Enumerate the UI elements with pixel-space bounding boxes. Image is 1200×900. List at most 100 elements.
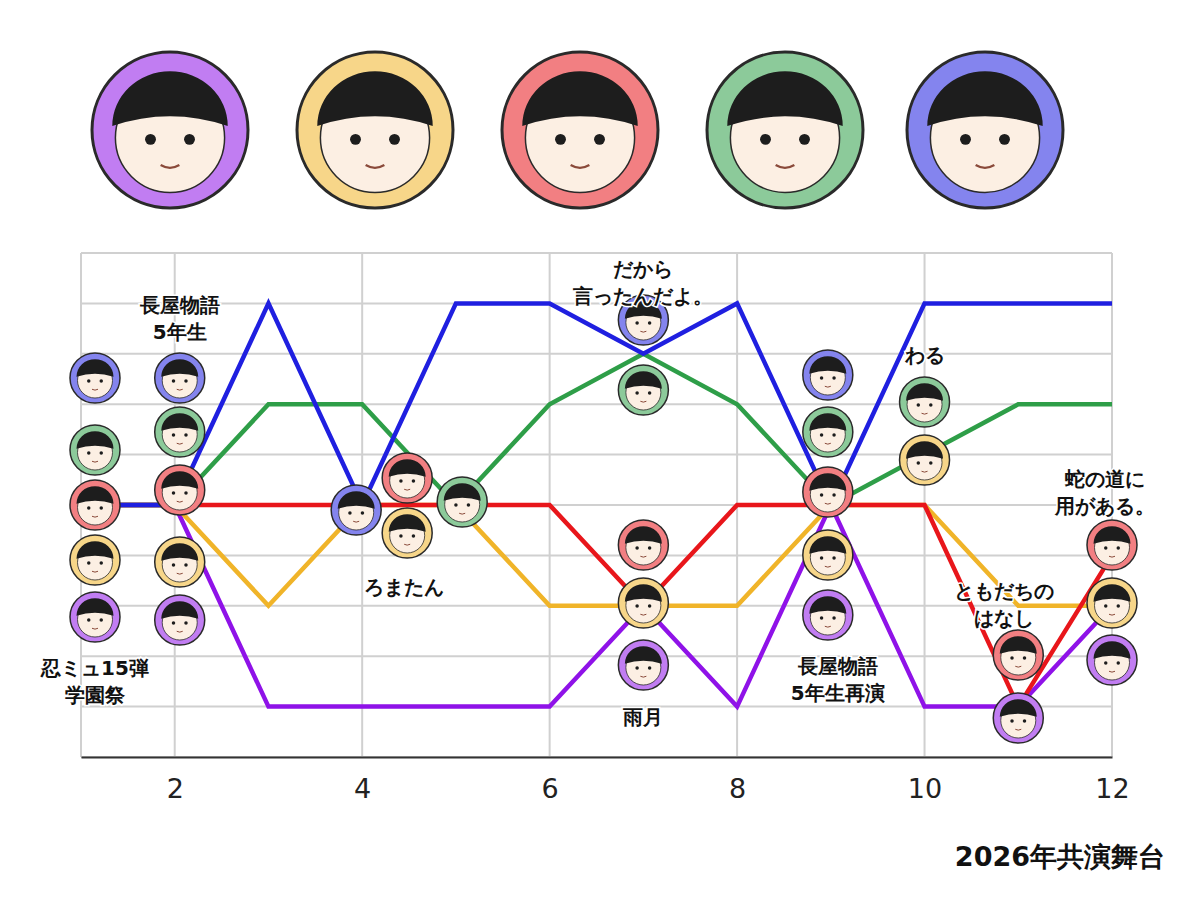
avatar-eye (648, 604, 652, 608)
member-avatar (803, 530, 853, 580)
avatar-mouth (177, 501, 183, 503)
grid-line-y (81, 403, 1112, 405)
chart: 246810122026年共演舞台忍ミュ15弾学園祭長屋物語5年生ろまたんだから… (0, 0, 1200, 900)
avatar-eye (172, 621, 176, 625)
avatar-eye (172, 491, 176, 495)
avatar-mouth (92, 461, 98, 463)
avatar-eye (820, 433, 824, 437)
grid-line-y (81, 252, 1112, 254)
member-avatar (437, 477, 487, 527)
member-avatar (1087, 520, 1137, 570)
annotation-label: 言ったんだよ。 (572, 284, 713, 308)
header-avatar (92, 52, 248, 208)
avatar-hair (161, 543, 198, 561)
avatar-eye (760, 134, 771, 145)
avatar-mouth (825, 386, 831, 388)
avatar-eye (1117, 661, 1121, 665)
avatar-mouth (825, 503, 831, 505)
annotation-label: 5年生 (153, 320, 207, 344)
avatar-ring (907, 52, 1063, 208)
avatar-ring (155, 407, 205, 457)
avatar-mouth (404, 544, 410, 546)
avatar-hair (809, 536, 846, 554)
x-axis-line (82, 757, 1113, 759)
avatar-mouth (366, 165, 385, 168)
avatar-mouth (776, 165, 795, 168)
avatar-mouth (177, 389, 183, 391)
stage-annotation: 蛇の道に用がある。 (1054, 467, 1155, 685)
avatar-hair (625, 584, 662, 602)
avatar-hair (625, 371, 662, 389)
annotation-label: 5年生再演 (791, 681, 885, 705)
avatar-ring (803, 407, 853, 457)
x-axis: 24681012 (82, 757, 1130, 804)
avatar-mouth (459, 513, 465, 515)
avatar-ring (92, 52, 248, 208)
avatar-eye (820, 616, 824, 620)
avatar-hair (77, 431, 114, 449)
avatar-eye (172, 563, 176, 567)
x-tick: 6 (542, 757, 559, 804)
avatar-ring (993, 693, 1043, 743)
avatar-ring (618, 520, 668, 570)
member-avatar (1087, 578, 1137, 628)
avatar-eye (917, 461, 921, 465)
avatar-ring (803, 467, 853, 517)
member-avatar (70, 353, 120, 403)
avatar-ring (900, 435, 950, 485)
avatar-eye (184, 563, 188, 567)
avatar-hair (1000, 636, 1037, 654)
member-avatar (155, 407, 205, 457)
avatar-eye (1023, 656, 1027, 660)
avatar-mouth (92, 389, 98, 391)
avatar-ring (70, 480, 120, 530)
stage-annotation: 雨月 (618, 520, 668, 729)
x-tick: 2 (167, 757, 184, 804)
avatar-eye (350, 134, 361, 145)
avatar-eye (348, 511, 352, 515)
avatar-mouth (571, 165, 590, 168)
x-tick: 12 (1095, 757, 1129, 804)
avatar-eye (635, 666, 639, 670)
avatar-eye (635, 604, 639, 608)
avatar-ring (70, 535, 120, 585)
avatar-eye (1104, 604, 1108, 608)
grid-line-y (81, 454, 1112, 456)
annotation-label: 長屋物語 (139, 293, 220, 317)
avatar-hair (625, 646, 662, 664)
annotation-label: わる (904, 343, 945, 367)
avatar-eye (399, 534, 403, 538)
avatar-eye (648, 321, 652, 325)
avatar-mouth (640, 556, 646, 558)
avatar-eye (100, 618, 104, 622)
avatar-eye (635, 546, 639, 550)
stage-annotation: 忍ミュ15弾学園祭 (40, 353, 149, 707)
avatar-hair (1094, 641, 1131, 659)
x-axis-title: 2026年共演舞台 (955, 841, 1165, 872)
avatar-eye (87, 618, 91, 622)
avatar-mouth (640, 614, 646, 616)
annotation-label: 雨月 (622, 705, 663, 729)
avatar-eye (100, 561, 104, 565)
avatar-ring (900, 377, 950, 427)
avatar-eye (389, 134, 400, 145)
avatar-eye (820, 376, 824, 380)
avatar-hair (1000, 699, 1037, 717)
avatar-mouth (1109, 556, 1115, 558)
avatar-hair (809, 356, 846, 374)
member-avatar (70, 425, 120, 475)
avatar-eye (832, 433, 836, 437)
avatar-ring (803, 530, 853, 580)
grid (81, 253, 1112, 757)
member-avatar (155, 595, 205, 645)
avatar-eye (1104, 661, 1108, 665)
member-avatar (618, 365, 668, 415)
annotation-label: だから (613, 257, 673, 281)
avatar-ring (437, 477, 487, 527)
avatar-mouth (177, 573, 183, 575)
series-line (81, 303, 1112, 505)
stage-annotation: ともだちのはなし (954, 579, 1054, 743)
avatar-ring (155, 465, 205, 515)
annotation-label: 長屋物語 (797, 654, 878, 678)
annotation-label: ろまたん (364, 575, 444, 599)
